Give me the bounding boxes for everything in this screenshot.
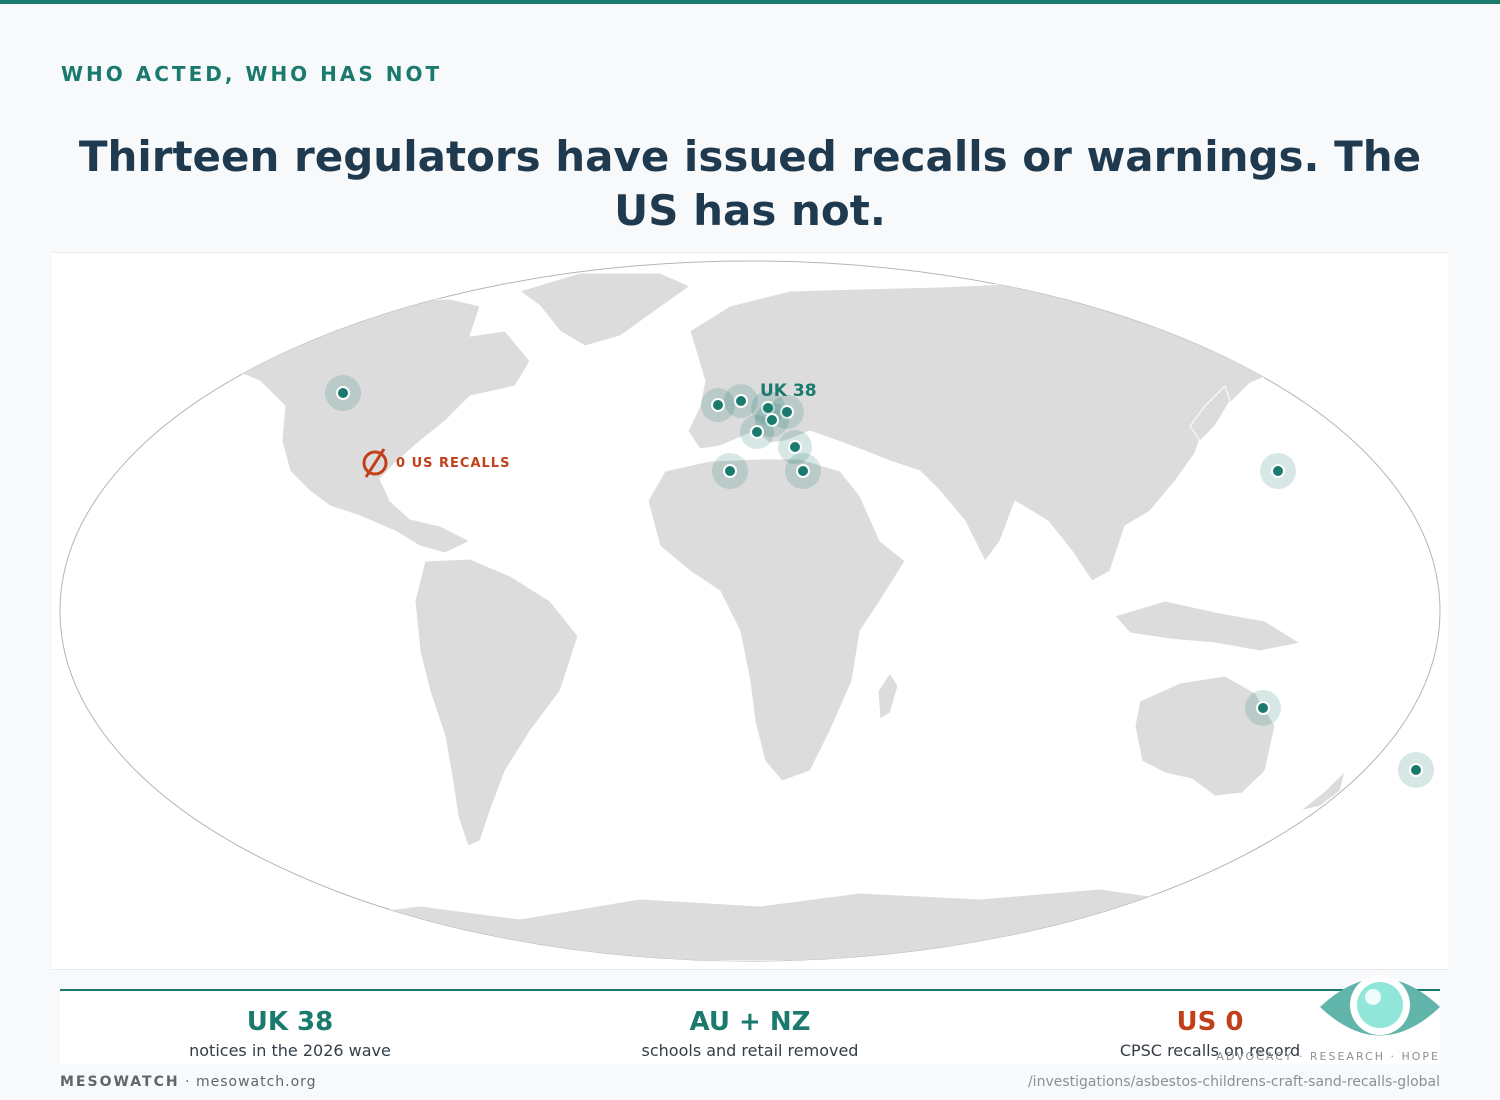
marker-canada [325,375,361,411]
madagascar-land [877,672,899,720]
footer-brand: MESOWATCH · mesowatch.org [60,1074,317,1090]
marker-dot [336,386,350,400]
top-accent-rule [0,0,1500,4]
stat-uk: UK 38 notices in the 2026 wave [140,1006,440,1062]
marker-dot [761,401,775,415]
marker-greece [778,430,812,464]
stat-us: US 0 CPSC recalls on record [1060,1006,1360,1062]
us-no-recall-marker [362,448,388,478]
marker-dot [711,398,725,412]
marker-dot [734,394,748,408]
footer-brand-name: MESOWATCH [60,1074,180,1090]
south-america-land [414,558,579,847]
marker-japan [1260,453,1296,489]
us-recalls-label: 0 US RECALLS [396,456,510,471]
world-map: 0 US RECALLS UK 38 [59,260,1441,962]
headline: Thirteen regulators have issued recalls … [78,132,1422,235]
australia-land [1134,675,1276,797]
footer-site-link[interactable]: mesowatch.org [195,1074,317,1090]
section-label: WHO ACTED, WHO HAS NOT [61,62,443,86]
stats-background [60,991,1440,1064]
marker-egypt [785,453,821,489]
japan-land [1189,385,1231,442]
eye-logo-icon [1320,975,1440,1036]
marker-united-kingdom [701,388,735,422]
stat-au-nz: AU + NZ schools and retail removed [600,1006,900,1062]
footer-page-path: /investigations/asbestos-childrens-craft… [1027,1074,1440,1090]
marker-dot [765,413,779,427]
marker-italy [740,415,774,449]
stat-au-nz-label: schools and retail removed [641,1041,859,1060]
footer-separator: · [185,1074,196,1090]
world-map-panel: 0 US RECALLS UK 38 [52,252,1448,970]
stat-uk-value: UK 38 [246,1007,334,1037]
landmasses [214,272,1382,961]
marker-dot [1409,763,1423,777]
recall-markers [325,375,1434,788]
us-slash-line [364,448,386,478]
marker-australia [1245,690,1281,726]
marker-dot [750,425,764,439]
stat-us-label: CPSC recalls on record [1119,1041,1301,1060]
marker-hungary [755,403,789,437]
greenland-land [518,272,692,347]
new-zealand-land [1299,769,1346,812]
stat-uk-label: notices in the 2026 wave [189,1041,391,1060]
marker-libya [712,453,748,489]
stat-au-nz-value: AU + NZ [689,1007,811,1037]
africa-land [647,458,906,782]
marker-dot [788,440,802,454]
stat-us-value: US 0 [1176,1007,1244,1037]
marker-dot [723,464,737,478]
marker-dot [1256,701,1270,715]
marker-dot [1271,464,1285,478]
southeast-asia-islands-land [1114,600,1302,652]
uk-count-label: UK 38 [760,381,817,401]
marker-new-zealand [1398,752,1434,788]
brand-tagline: ADVOCACY · RESEARCH · HOPE [1216,1050,1440,1063]
marker-dot [796,464,810,478]
us-empty-circle-icon [362,450,388,476]
marker-france [724,384,758,418]
stats-divider [60,989,1440,991]
marker-dot [780,405,794,419]
north-america-land [214,298,531,554]
